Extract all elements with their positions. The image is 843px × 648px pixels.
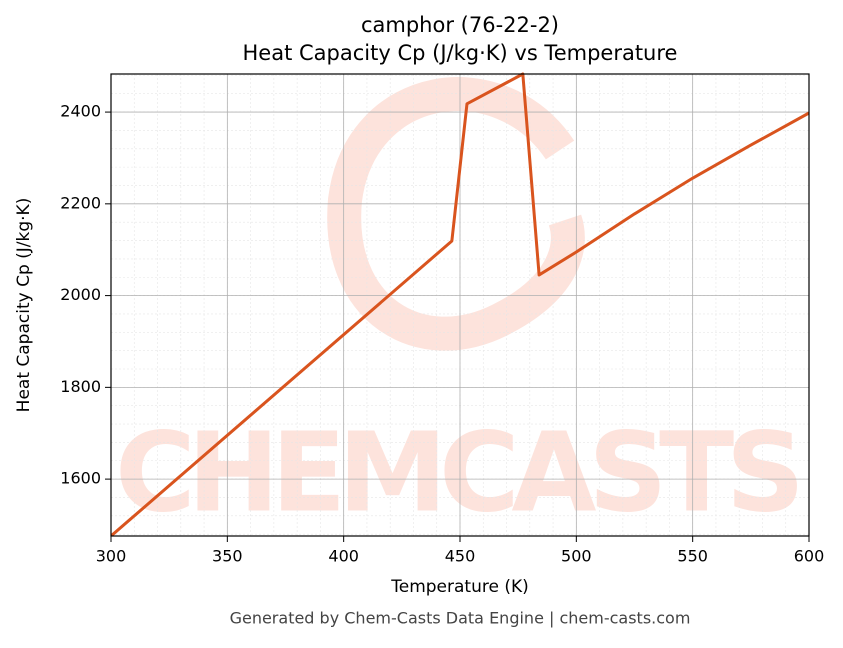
x-tick-label: 600 [794, 547, 825, 566]
y-axis-label: Heat Capacity Cp (J/kg·K) [14, 198, 34, 413]
y-tick-label: 2400 [60, 102, 101, 121]
x-axis-label: Temperature (K) [390, 577, 529, 597]
x-tick-label: 450 [445, 547, 476, 566]
y-tick-label: 1800 [60, 377, 101, 396]
x-tick-label: 500 [561, 547, 592, 566]
x-tick-label: 550 [677, 547, 708, 566]
x-tick-label: 350 [212, 547, 243, 566]
plot-frame [110, 73, 810, 537]
y-tick-label: 1600 [60, 469, 101, 488]
y-tick-label: 2200 [60, 193, 101, 212]
line [111, 72, 809, 536]
footer: Generated by Chem-Casts Data Engine | ch… [230, 609, 691, 628]
x-tick-label: 400 [328, 547, 359, 566]
chart-title: camphor (76-22-2) [361, 13, 559, 37]
y-tick-label: 2000 [60, 285, 101, 304]
chart-subtitle: Heat Capacity Cp (J/kg·K) vs Temperature [243, 41, 678, 65]
x-tick-label: 300 [96, 547, 127, 566]
